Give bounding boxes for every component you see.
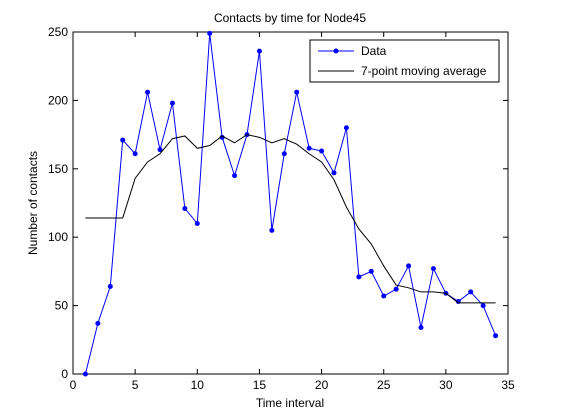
data-point bbox=[194, 221, 200, 227]
chart-title: Contacts by time for Node45 bbox=[214, 11, 366, 25]
data-point bbox=[219, 134, 225, 140]
data-point bbox=[232, 173, 238, 179]
y-tick-label: 250 bbox=[48, 25, 68, 39]
data-point bbox=[480, 303, 486, 309]
moving-average-line bbox=[85, 134, 496, 304]
data-point bbox=[269, 227, 275, 233]
y-tick-label: 150 bbox=[48, 162, 68, 176]
x-tick-label: 30 bbox=[439, 378, 453, 392]
data-point bbox=[468, 289, 474, 295]
data-point bbox=[120, 137, 126, 143]
data-point bbox=[368, 268, 374, 274]
data-point bbox=[493, 333, 499, 339]
data-point bbox=[107, 283, 113, 289]
data-point bbox=[406, 263, 412, 269]
x-tick-label: 0 bbox=[70, 378, 77, 392]
x-tick-label: 5 bbox=[132, 378, 139, 392]
legend-box bbox=[309, 39, 500, 83]
x-tick-label: 35 bbox=[501, 378, 515, 392]
data-point bbox=[95, 320, 101, 326]
y-axis-label: Number of contacts bbox=[26, 151, 40, 255]
data-point bbox=[356, 274, 362, 280]
legend-marker bbox=[333, 48, 339, 54]
legend: Data 7-point moving average bbox=[309, 39, 500, 83]
y-tick-label: 50 bbox=[55, 299, 69, 313]
data-point bbox=[82, 371, 88, 377]
data-point bbox=[145, 89, 151, 95]
data-point bbox=[430, 266, 436, 272]
data-point bbox=[381, 293, 387, 299]
y-tick-label: 0 bbox=[61, 367, 68, 381]
data-point bbox=[132, 151, 138, 157]
data-point bbox=[256, 48, 262, 54]
data-point bbox=[207, 30, 213, 36]
data-point bbox=[157, 147, 163, 153]
data-point bbox=[343, 125, 349, 131]
legend-items: Data 7-point moving average bbox=[318, 44, 487, 78]
x-tick-label: 25 bbox=[377, 378, 391, 392]
data-point bbox=[182, 205, 188, 211]
legend-label: Data bbox=[361, 44, 387, 58]
data-point bbox=[169, 100, 175, 106]
x-axis-label: Time interval bbox=[256, 396, 324, 410]
data-point bbox=[306, 145, 312, 151]
data-point bbox=[418, 324, 424, 330]
tick-labels: 0 5 10 15 20 25 30 35 0 50 100 150 200 250 bbox=[48, 25, 515, 392]
y-tick-label: 200 bbox=[48, 93, 68, 107]
x-tick-label: 20 bbox=[315, 378, 329, 392]
data-series-line bbox=[84, 33, 497, 375]
axis-ticks bbox=[72, 31, 509, 375]
x-tick-label: 10 bbox=[191, 378, 205, 392]
data-point bbox=[331, 170, 337, 176]
data-point bbox=[319, 148, 325, 154]
data-point bbox=[281, 151, 287, 157]
data-point bbox=[393, 286, 399, 292]
x-tick-label: 15 bbox=[253, 378, 267, 392]
series-layer bbox=[82, 30, 499, 377]
data-point bbox=[294, 89, 300, 95]
plot-area bbox=[72, 31, 509, 375]
y-tick-label: 100 bbox=[48, 230, 68, 244]
legend-label: 7-point moving average bbox=[361, 64, 487, 78]
